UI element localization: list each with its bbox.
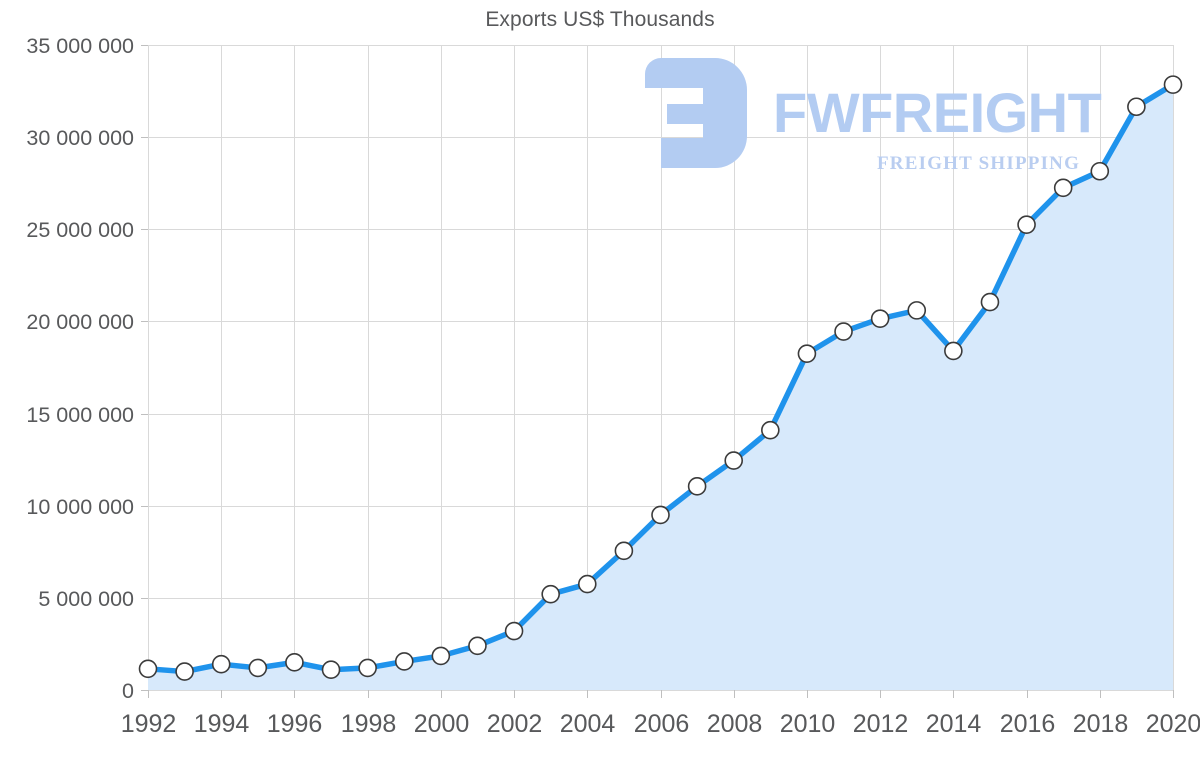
data-point-marker[interactable]: 2018: 28150000 <box>1090 161 1110 181</box>
data-point-marker[interactable]: 2016: 25250000 <box>1017 215 1036 234</box>
data-point-marker[interactable]: 2013: 20600000 <box>907 301 927 320</box>
data-point-marker[interactable]: 2003: 5200000 <box>541 584 560 604</box>
x-axis-tick-label: 2002 <box>487 710 543 738</box>
data-point-marker[interactable]: 1992: 1150000 <box>138 659 158 679</box>
x-axis-tick-label: 2010 <box>780 710 836 738</box>
chart-title: Exports US$ Thousands <box>485 8 715 31</box>
data-point-marker[interactable]: 2007: 11050000 <box>687 477 707 496</box>
tickmarks <box>141 45 1174 698</box>
data-point-marker[interactable]: 1998: 1200000 <box>358 658 377 678</box>
y-axis-tick-label: 0 <box>122 679 134 703</box>
data-point-marker[interactable]: 2009: 14100000 <box>761 420 780 440</box>
data-point-marker[interactable]: 2011: 19450000 <box>834 322 853 341</box>
data-point-marker[interactable]: 2008: 12450000 <box>724 451 744 470</box>
series-area-fill <box>148 84 1173 691</box>
data-point-marker[interactable]: 2015: 21050000 <box>980 292 1000 312</box>
x-axis-tick-label: 2004 <box>560 710 616 738</box>
y-axis-labels: 0 5 000 000 10 000 000 15 000 000 20 000 000… <box>26 34 134 703</box>
x-axis-tick-label: 2006 <box>634 710 690 738</box>
y-axis-tick-label: 35 000 000 <box>26 34 134 58</box>
data-point-marker[interactable]: 2012: 20150000 <box>870 309 890 328</box>
y-axis-tick-label: 15 000 000 <box>26 403 134 427</box>
data-point-marker[interactable]: 1999: 1550000 <box>394 652 414 671</box>
data-point-marker[interactable]: 2002: 3200000 <box>504 621 524 641</box>
data-point-marker[interactable]: 2020: 32850000 <box>1163 75 1183 94</box>
y-axis-tick-label: 10 000 000 <box>26 495 134 519</box>
y-axis-tick-label: 25 000 000 <box>26 218 134 242</box>
data-point-marker[interactable]: 2014: 18400000 <box>944 341 963 361</box>
x-axis-tick-label: 2020 <box>1146 710 1200 738</box>
data-point-marker[interactable]: 2010: 18250000 <box>797 344 817 363</box>
x-axis-tick-label: 2016 <box>1000 710 1056 738</box>
data-point-marker[interactable]: 1994: 1400000 <box>211 654 231 674</box>
data-point-marker[interactable]: 1995: 1200000 <box>248 658 268 678</box>
x-axis-labels: 1992 1994 1996 1998 2000 2002 2004 2006 2008 2010… <box>121 710 1200 738</box>
data-point-marker[interactable]: 2001: 2400000 <box>468 636 487 656</box>
x-axis-tick-label: 1994 <box>194 710 250 738</box>
data-point-marker[interactable]: 2005: 7550000 <box>614 541 634 561</box>
data-point-marker[interactable]: 2000: 1850000 <box>431 646 451 666</box>
x-axis-tick-label: 1996 <box>267 710 323 738</box>
y-axis-tick-label: 5 000 000 <box>38 587 134 611</box>
data-point-marker[interactable]: 2004: 5750000 <box>577 574 597 594</box>
x-axis-tick-label: 2012 <box>853 710 909 738</box>
x-axis-tick-label: 1998 <box>341 710 397 738</box>
x-axis-tick-label: 2014 <box>926 710 982 738</box>
x-axis-tick-label: 2018 <box>1073 710 1129 738</box>
y-axis-tick-label: 20 000 000 <box>26 310 134 334</box>
x-axis-tick-label: 2008 <box>707 710 763 738</box>
data-point-marker[interactable]: 2019: 31650000 <box>1127 97 1146 117</box>
x-axis-tick-label: 1992 <box>121 710 177 738</box>
x-axis-tick-label: 2000 <box>414 710 470 738</box>
data-point-marker[interactable]: 2017: 27250000 <box>1053 178 1073 198</box>
data-point-marker[interactable]: 1997: 1100000 <box>321 660 341 680</box>
y-axis-tick-label: 30 000 000 <box>26 126 134 150</box>
data-point-marker[interactable]: 2006: 9500000 <box>651 505 670 525</box>
